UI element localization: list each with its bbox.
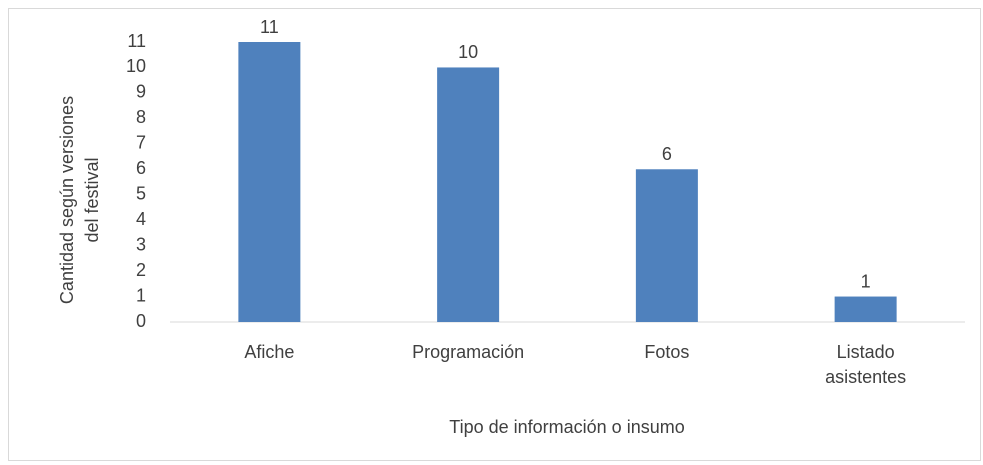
y-axis-label-line: Cantidad según versiones [57,96,77,304]
y-tick-label: 6 [136,158,146,178]
x-tick-label: Programación [412,342,524,362]
y-axis-label-line: del festival [82,157,102,242]
bar [834,296,897,322]
data-label: 10 [458,42,478,62]
x-tick-label: Fotos [644,342,689,362]
y-tick-label: 7 [136,133,146,153]
y-tick-label: 8 [136,107,146,127]
y-axis-label: Cantidad según versiones del festival [57,96,102,304]
bar [437,67,500,322]
y-tick-label: 3 [136,234,146,254]
y-tick-label: 5 [136,183,146,203]
y-tick-label: 11 [127,31,146,51]
y-tick-label: 10 [126,56,146,76]
y-tick-label: 0 [136,311,146,331]
x-axis-label: Tipo de información o insumo [449,417,684,437]
y-tick-label: 4 [136,209,146,229]
y-tick-label: 2 [136,260,146,280]
data-label: 11 [260,17,279,37]
bar [635,169,698,322]
x-tick-label: Listado asistentes [825,342,906,387]
y-tick-label: 1 [136,285,146,305]
bar [238,42,301,322]
x-tick-label: Afiche [244,342,294,362]
data-label: 6 [662,144,672,164]
y-tick-label: 9 [136,82,146,102]
data-label: 1 [861,271,871,291]
